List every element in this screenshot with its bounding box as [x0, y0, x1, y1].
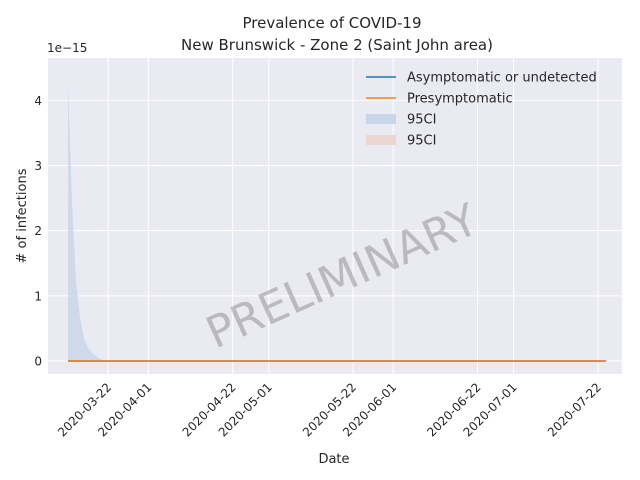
- y-tick-label: 0: [34, 354, 42, 368]
- chart-title-line1: Prevalence of COVID-19: [242, 14, 421, 32]
- legend-label: Asymptomatic or undetected: [407, 71, 597, 86]
- legend-band-swatch: [366, 135, 396, 145]
- legend-label: 95CI: [407, 134, 436, 149]
- plot-area: [48, 58, 622, 374]
- legend-label: 95CI: [407, 113, 436, 128]
- legend-band-swatch: [366, 114, 396, 124]
- ci-band-area: [68, 87, 109, 362]
- chart-title-line2: New Brunswick - Zone 2 (Saint John area): [181, 36, 493, 54]
- x-axis-label: Date: [318, 452, 349, 467]
- legend-label: Presymptomatic: [407, 92, 513, 107]
- y-offset-label: 1e−15: [47, 41, 87, 55]
- confidence-bands: [68, 87, 109, 362]
- y-tick-label: 1: [34, 289, 42, 303]
- y-tick-label: 4: [34, 94, 42, 108]
- grid-lines: [48, 58, 622, 374]
- y-axis-label: # of infections: [15, 168, 30, 263]
- y-tick-label: 3: [34, 159, 42, 173]
- y-tick-label: 2: [34, 224, 42, 238]
- legend: Asymptomatic or undetected Presymptomatic…: [366, 71, 597, 149]
- y-tick-labels: 0 1 2 3 4: [34, 94, 42, 369]
